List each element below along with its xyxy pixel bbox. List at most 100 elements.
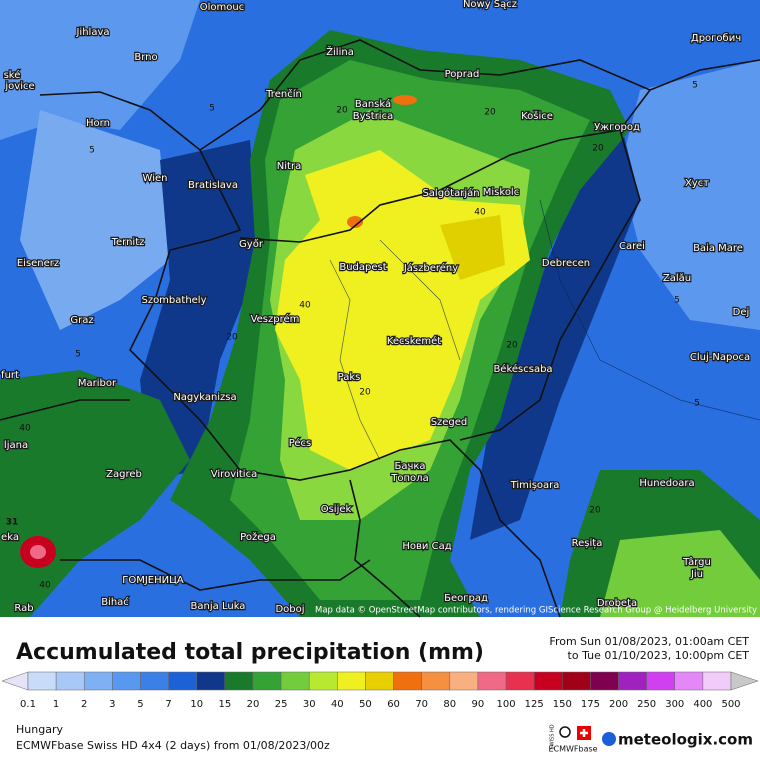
legend-swatch <box>196 671 226 691</box>
contour-label: 5 <box>692 81 698 91</box>
city-label: Olomouc <box>200 2 244 13</box>
city-label: Bystrica <box>353 111 393 122</box>
legend-tick-label: 200 <box>609 699 628 710</box>
city-label: Jászberény <box>403 262 458 274</box>
city-label: Osijek <box>321 504 352 515</box>
precip-area <box>440 215 505 280</box>
brand-logo <box>602 732 616 746</box>
legend-tick-label: 500 <box>721 699 740 710</box>
precip-area <box>30 545 46 559</box>
city-label: Košice <box>521 110 553 122</box>
legend-swatch <box>140 671 169 691</box>
legend-swatch <box>618 671 647 691</box>
city-label: Baia Mare <box>693 243 743 254</box>
legend-tick-label: 25 <box>275 699 288 710</box>
legend-swatch <box>112 671 141 691</box>
contour-label: 20 <box>359 388 371 398</box>
legend-swatch <box>224 671 254 691</box>
period-from: From Sun 01/08/2023, 01:00am CET <box>549 635 749 648</box>
contour-label: 20 <box>226 333 238 343</box>
city-label: Budapest <box>339 262 386 273</box>
city-label: Rab <box>14 603 33 614</box>
city-label: Reșița <box>572 538 603 549</box>
city-label: Dej <box>733 307 750 318</box>
region-name: Hungary <box>16 723 63 736</box>
contour-label: 5 <box>75 350 81 360</box>
swiss-cross <box>580 729 588 737</box>
city-label: Banja Luka <box>191 601 246 612</box>
legend-swatch <box>646 671 676 691</box>
legend-swatch <box>562 671 591 691</box>
city-label: Drobeta <box>597 598 637 609</box>
legend-swatch <box>590 671 619 691</box>
city-label: Нови Сад <box>402 541 451 552</box>
legend-tick-label: 125 <box>525 699 544 710</box>
legend-tick-label: 2 <box>81 699 87 710</box>
legend-swatch <box>252 671 282 691</box>
brand-name: meteologix.com <box>618 731 753 749</box>
map: Olomouc Jihlava Brno Žilina Poprad Nowy Sącz Д… <box>0 0 760 618</box>
precip-area <box>0 0 200 140</box>
legend-tick-label: 400 <box>693 699 712 710</box>
city-label: Hunedoara <box>639 478 694 489</box>
legend-swatch <box>337 671 366 691</box>
legend-tick-label: 90 <box>472 699 485 710</box>
legend-swatch <box>83 671 113 691</box>
city-label: Paks <box>338 372 361 383</box>
city-label: Jiu <box>690 569 703 580</box>
city-label: ГОМЈЕНИЦА <box>122 575 184 586</box>
city-label: Carei <box>619 241 645 252</box>
precip-area <box>347 216 363 228</box>
city-label: ljana <box>4 440 28 451</box>
city-label: Kecskemét <box>387 335 441 347</box>
model-info: ECMWFbase Swiss HD 4x4 (2 days) from 01/… <box>16 739 330 752</box>
legend: 0.1 1 2 3 5 7 10 15 20 25 30 40 50 60 70 80 90 100 125 150 1… <box>1 671 759 710</box>
legend-swatch <box>168 671 197 691</box>
city-label: Žilina <box>326 45 354 58</box>
contour-label: 40 <box>474 208 486 218</box>
city-label: Pécs <box>289 437 312 449</box>
borders <box>0 39 760 618</box>
contour-label: 20 <box>484 108 496 118</box>
city-label: Miskolc <box>483 187 519 198</box>
contour-label: 5 <box>89 146 95 156</box>
legend-swatch <box>449 671 479 691</box>
city-label: ské <box>4 69 21 81</box>
legend-tick-label: 80 <box>443 699 456 710</box>
legend-tick-label: 175 <box>581 699 600 710</box>
legend-swatch <box>308 671 338 691</box>
city-label: Brno <box>134 52 157 63</box>
city-label: Ужгород <box>594 122 640 133</box>
period-to: to Tue 01/10/2023, 10:00pm CET <box>568 649 750 662</box>
contour-label: 20 <box>506 341 518 351</box>
contour-label: 5 <box>674 296 680 306</box>
contour-label: 40 <box>299 301 311 311</box>
legend-tick-label: 0.1 <box>20 699 36 710</box>
contour-label: 20 <box>589 506 601 516</box>
precip-area <box>600 530 760 617</box>
city-label: Trenčín <box>265 88 302 100</box>
legend-tick-label: 30 <box>303 699 316 710</box>
city-label: Timișoara <box>510 480 560 491</box>
legend-tick-label: 300 <box>665 699 684 710</box>
badge-top: SWISS HD <box>550 724 556 749</box>
city-label: Хуст <box>685 178 709 189</box>
city-label: Debrecen <box>542 258 590 269</box>
legend-swatch <box>505 671 535 691</box>
contour-label: 20 <box>336 106 348 116</box>
city-label: Nagykanizsa <box>173 392 236 403</box>
legend-tick-label: 3 <box>109 699 115 710</box>
city-label: Ternitz <box>111 237 145 248</box>
contour-label: 40 <box>39 581 51 591</box>
legend-tick-label: 1 <box>53 699 59 710</box>
legend-tick-label: 15 <box>218 699 231 710</box>
city-label: Бачка <box>394 461 425 472</box>
city-label: Zalău <box>663 273 691 284</box>
city-label: Salgótarján <box>422 187 479 199</box>
contour-label: 31 <box>6 518 19 528</box>
legend-swatch <box>674 671 704 691</box>
city-label: Virovitica <box>211 469 257 480</box>
legend-swatch <box>421 671 451 691</box>
city-label: jovice <box>4 81 34 92</box>
